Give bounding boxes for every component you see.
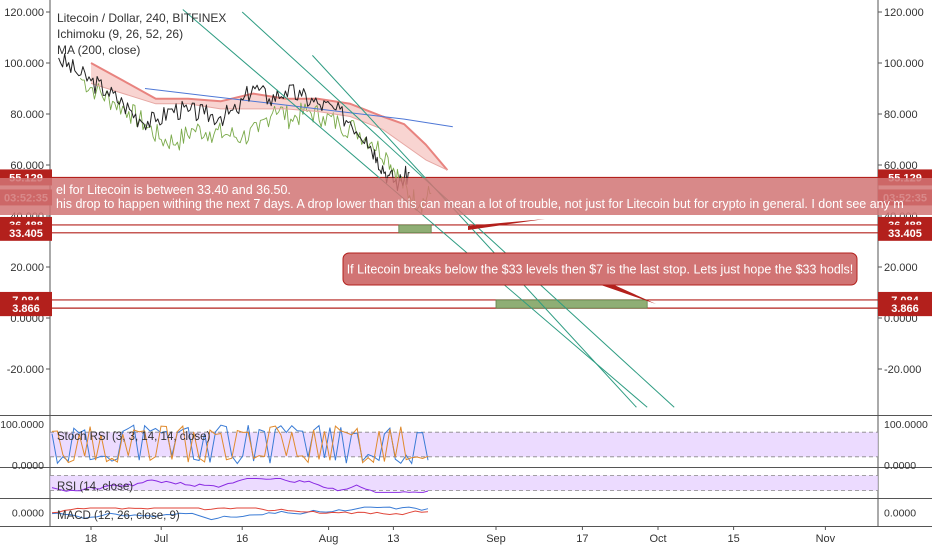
annotation-note-1-line1: el for Litecoin is between 33.40 and 36.… <box>56 183 291 197</box>
macd-tick-0-left: 0.0000 <box>12 508 44 520</box>
price-label-right-3: 33.405 <box>888 228 922 240</box>
price-label-bg-left-3 <box>0 224 52 241</box>
ma-legend: MA (200, close) <box>57 43 140 57</box>
annotation-note-1-box <box>0 178 932 215</box>
stoch-tick-0-left: 0.0000 <box>12 460 44 472</box>
rsi-line-0 <box>51 478 429 493</box>
x-tick-6: 17 <box>576 533 588 545</box>
stoch-tick-100-right: 100.0000 <box>884 419 928 431</box>
x-tick-3: Aug <box>319 533 339 545</box>
rsi-title: RSI (14, close) <box>57 481 133 493</box>
stoch-rsi-title: Stoch RSI (3, 3, 14, 14, close) <box>57 431 211 443</box>
x-tick-9: Nov <box>816 533 836 545</box>
stoch-rsi-band <box>50 432 878 457</box>
macd-panel <box>51 506 429 521</box>
ichimoku-lagging-span <box>79 77 432 214</box>
y-tick-left-7: -20.000 <box>7 364 44 376</box>
stoch-rsi-line-1 <box>51 425 429 464</box>
y-tick-right-1: 100.000 <box>884 58 924 70</box>
stoch-tick-0-right: 0.0000 <box>884 460 916 472</box>
y-tick-right-5: 20.000 <box>884 262 918 274</box>
ichimoku-cloud-upper <box>90 62 449 171</box>
price-label-left-3: 33.405 <box>9 228 43 240</box>
channel-line-2 <box>312 55 637 408</box>
price-line <box>58 53 410 191</box>
x-tick-0: 18 <box>85 533 97 545</box>
rsi-band <box>50 475 878 491</box>
macd-line-1 <box>51 507 429 516</box>
stoch-tick-100-left: 100.0000 <box>0 419 44 431</box>
annotation-note-1-line2: his drop to happen withing the next 7 da… <box>56 197 904 211</box>
price-label-bg-right-5 <box>878 300 932 317</box>
annotation-note-1[interactable]: el for Litecoin is between 33.40 and 36.… <box>0 178 932 215</box>
chart-title: Litecoin / Dollar, 240, BITFINEX <box>57 11 226 25</box>
target-box-1 <box>495 299 648 309</box>
y-tick-left-1: 100.000 <box>4 58 44 70</box>
price-panel <box>50 9 878 408</box>
price-label-right-5: 3.866 <box>891 303 919 315</box>
x-tick-1: Jul <box>154 533 168 545</box>
rsi-panel <box>50 475 878 493</box>
x-tick-5: Sep <box>486 533 506 545</box>
stoch-rsi-panel <box>50 424 878 465</box>
y-tick-left-2: 80.000 <box>10 109 44 121</box>
annotation-note-1-pointer <box>468 219 545 230</box>
ichimoku-cloud <box>91 63 448 171</box>
annotation-note-2-pointer <box>598 284 656 304</box>
x-tick-7: Oct <box>649 533 666 545</box>
price-label-bg-right-3 <box>878 224 932 241</box>
y-tick-left-5: 20.000 <box>10 262 44 274</box>
macd-title: MACD (12, 26, close, 9) <box>57 510 180 522</box>
macd-tick-0-right: 0.0000 <box>884 508 916 520</box>
target-box-0 <box>398 224 432 234</box>
y-tick-right-2: 80.000 <box>884 109 918 121</box>
x-tick-2: 16 <box>236 533 248 545</box>
y-tick-left-0: 120.000 <box>4 7 44 19</box>
annotation-note-2-box <box>342 252 858 286</box>
price-label-left-5: 3.866 <box>12 303 40 315</box>
annotation-note-2-text: If Litecoin breaks below the $33 levels … <box>347 263 854 277</box>
macd-line-0 <box>51 506 429 521</box>
panel-frames <box>0 0 932 527</box>
annotation-note-2[interactable]: If Litecoin breaks below the $33 levels … <box>342 252 858 304</box>
y-tick-right-7: -20.000 <box>884 364 921 376</box>
x-tick-8: 15 <box>727 533 739 545</box>
price-label-bg-left-5 <box>0 300 52 317</box>
ichimoku-legend: Ichimoku (9, 26, 52, 26) <box>57 27 183 41</box>
y-tick-right-3: 60.000 <box>884 160 918 172</box>
x-tick-4: 13 <box>387 533 399 545</box>
y-tick-right-0: 120.000 <box>884 7 924 19</box>
ma-200-line <box>144 88 453 128</box>
y-tick-left-3: 60.000 <box>10 160 44 172</box>
ichimoku-cloud-lower <box>90 82 448 171</box>
